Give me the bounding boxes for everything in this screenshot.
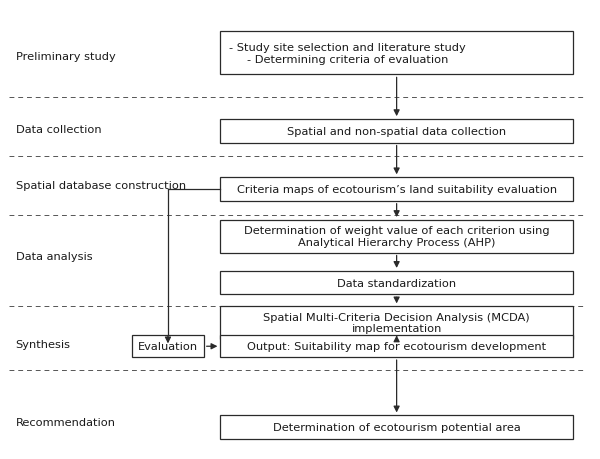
- Text: Data collection: Data collection: [16, 125, 101, 135]
- Text: Recommendation: Recommendation: [16, 417, 116, 427]
- Text: Synthesis: Synthesis: [16, 339, 71, 349]
- Text: Spatial and non-spatial data collection: Spatial and non-spatial data collection: [287, 127, 506, 136]
- FancyBboxPatch shape: [220, 307, 573, 339]
- Text: Spatial Multi-Criteria Decision Analysis (MCDA)
implementation: Spatial Multi-Criteria Decision Analysis…: [263, 312, 530, 334]
- FancyBboxPatch shape: [220, 271, 573, 295]
- Text: Data standardization: Data standardization: [337, 278, 456, 288]
- Text: Determination of ecotourism potential area: Determination of ecotourism potential ar…: [273, 422, 521, 432]
- Text: Determination of weight value of each criterion using
Analytical Hierarchy Proce: Determination of weight value of each cr…: [244, 226, 550, 247]
- FancyBboxPatch shape: [220, 336, 573, 358]
- FancyBboxPatch shape: [220, 178, 573, 202]
- Text: Spatial database construction: Spatial database construction: [16, 180, 186, 190]
- FancyBboxPatch shape: [220, 32, 573, 75]
- Text: Preliminary study: Preliminary study: [16, 52, 115, 62]
- FancyBboxPatch shape: [220, 415, 573, 439]
- Text: Criteria maps of ecotourism’s land suitability evaluation: Criteria maps of ecotourism’s land suita…: [236, 185, 557, 195]
- Text: Output: Suitability map for ecotourism development: Output: Suitability map for ecotourism d…: [247, 341, 546, 352]
- Text: Evaluation: Evaluation: [138, 341, 198, 352]
- Text: Data analysis: Data analysis: [16, 252, 92, 262]
- FancyBboxPatch shape: [220, 120, 573, 143]
- FancyBboxPatch shape: [132, 336, 204, 358]
- Text: - Study site selection and literature study
- Determining criteria of evaluation: - Study site selection and literature st…: [229, 43, 466, 65]
- FancyBboxPatch shape: [220, 220, 573, 253]
